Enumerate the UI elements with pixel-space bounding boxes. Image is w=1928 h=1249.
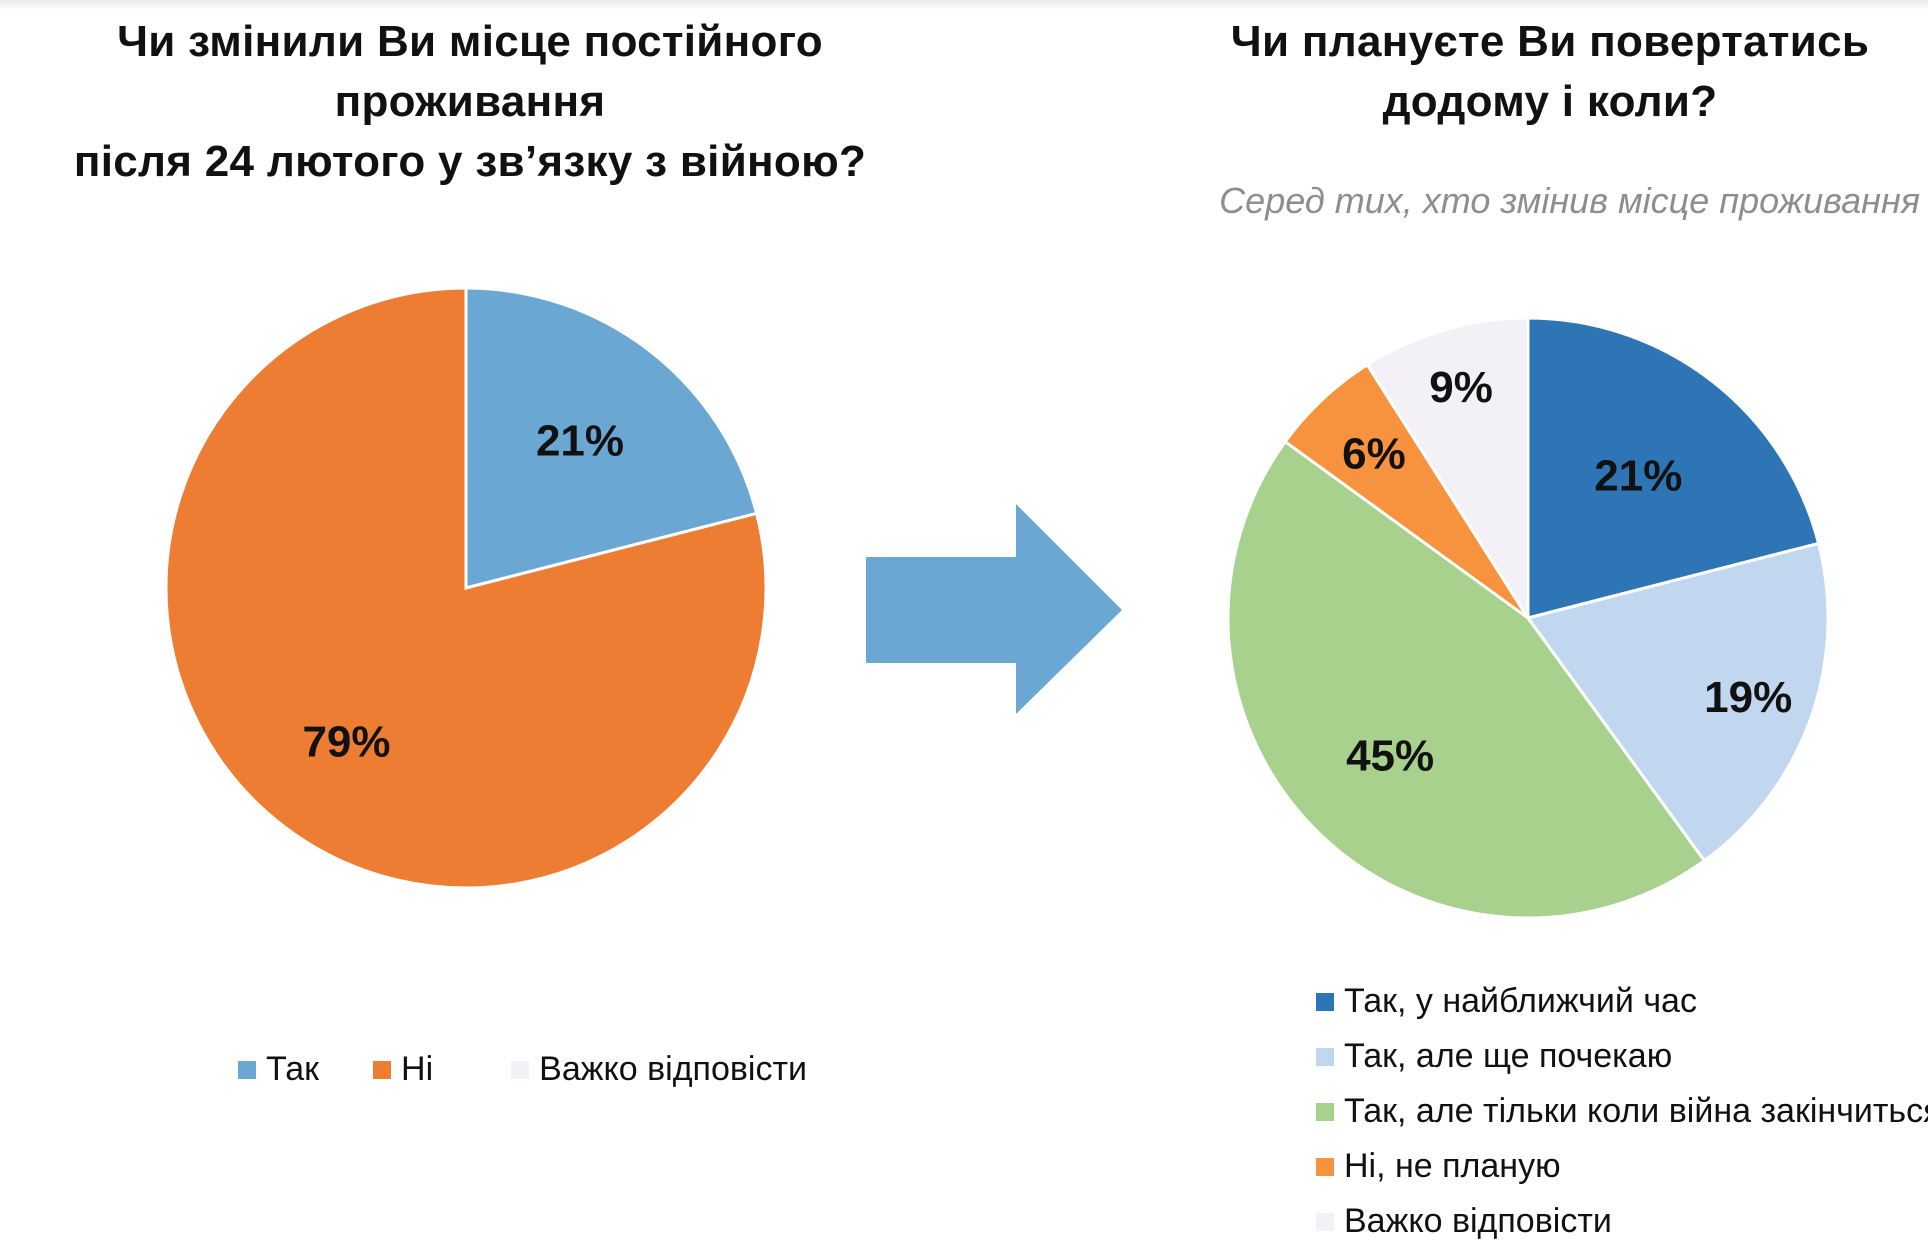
left-legend-swatch-1: [238, 1060, 256, 1079]
right-pie-data-label-5: 9%: [1429, 363, 1493, 412]
right-pie-data-label-2: 19%: [1704, 673, 1792, 722]
left-pie-chart: 21% 79%: [164, 286, 768, 890]
right-legend-label-1: Так, у найближчий час: [1344, 982, 1697, 1020]
right-pie-data-label-4: 6%: [1342, 429, 1406, 478]
left-pie-slice-1: [464, 286, 759, 590]
left-pie-slice-2: [164, 286, 768, 890]
left-legend-item-1: Так: [238, 1050, 319, 1089]
right-title-line-1: Чи плануєте Ви повертатись: [1230, 17, 1870, 66]
right-pie-slice-3: [1226, 439, 1707, 920]
right-arrow-icon: [866, 504, 1122, 714]
left-chart-title: Чи змінили Ви місце постійного проживанн…: [0, 12, 940, 192]
right-legend-label-5: Важко відповісти: [1344, 1202, 1612, 1240]
right-chart-title: Чи плануєте Ви повертатись додому і коли…: [1140, 12, 1928, 132]
right-chart-legend: Так, у найближчий час Так, але ще почекаю…: [1316, 974, 1928, 1249]
right-legend-swatch-1: [1316, 992, 1334, 1011]
right-pie-data-label-3: 45%: [1346, 731, 1434, 780]
left-legend-swatch-2: [373, 1060, 392, 1079]
right-legend-swatch-5: [1316, 1212, 1334, 1231]
left-legend-item-2: Ні: [373, 1050, 433, 1089]
right-legend-item-5: Важко відповісти: [1316, 1194, 1928, 1249]
right-pie-slice-1: [1526, 316, 1821, 620]
right-legend-item-1: Так, у найближчий час: [1316, 974, 1928, 1029]
left-legend-label-1: Так: [266, 1050, 320, 1088]
left-title-line-2: після 24 лютого у зв’язку з війною?: [73, 137, 867, 186]
right-legend-swatch-4: [1316, 1157, 1334, 1176]
right-legend-label-3: Так, але тільки коли війна закінчиться: [1344, 1092, 1928, 1130]
left-legend-swatch-3: [511, 1060, 530, 1079]
right-legend-swatch-2: [1316, 1047, 1334, 1066]
right-legend-label-4: Ні, не планую: [1344, 1147, 1561, 1185]
right-pie-chart: 21% 19% 45% 6% 9%: [1226, 316, 1830, 920]
left-pie-data-label-1: 21%: [536, 417, 624, 466]
right-title-line-2: додому і коли?: [1382, 77, 1718, 126]
right-pie-slice-2: [1525, 541, 1830, 863]
left-pie-data-label-2: 79%: [302, 718, 390, 767]
right-chart-subtitle: Серед тих, хто змінив місце проживання: [1219, 180, 1920, 221]
left-legend-item-3: Важко відповісти: [511, 1050, 807, 1089]
right-pie-data-label-1: 21%: [1594, 451, 1682, 500]
right-legend-swatch-3: [1316, 1102, 1334, 1121]
left-title-line-1: Чи змінили Ви місце постійного проживанн…: [117, 17, 823, 126]
right-pie-slice-5: [1365, 316, 1530, 624]
left-legend-label-3: Важко відповісти: [539, 1050, 808, 1088]
right-legend-item-4: Ні, не планую: [1316, 1139, 1928, 1194]
left-legend-label-2: Ні: [401, 1050, 434, 1088]
right-legend-item-3: Так, але тільки коли війна закінчиться: [1316, 1084, 1928, 1139]
right-legend-label-2: Так, але ще почекаю: [1344, 1037, 1673, 1075]
right-legend-item-2: Так, але ще почекаю: [1316, 1029, 1928, 1084]
left-chart-legend: Так Ні Важко відповісти: [238, 1050, 861, 1089]
top-shade: [0, 0, 1928, 10]
